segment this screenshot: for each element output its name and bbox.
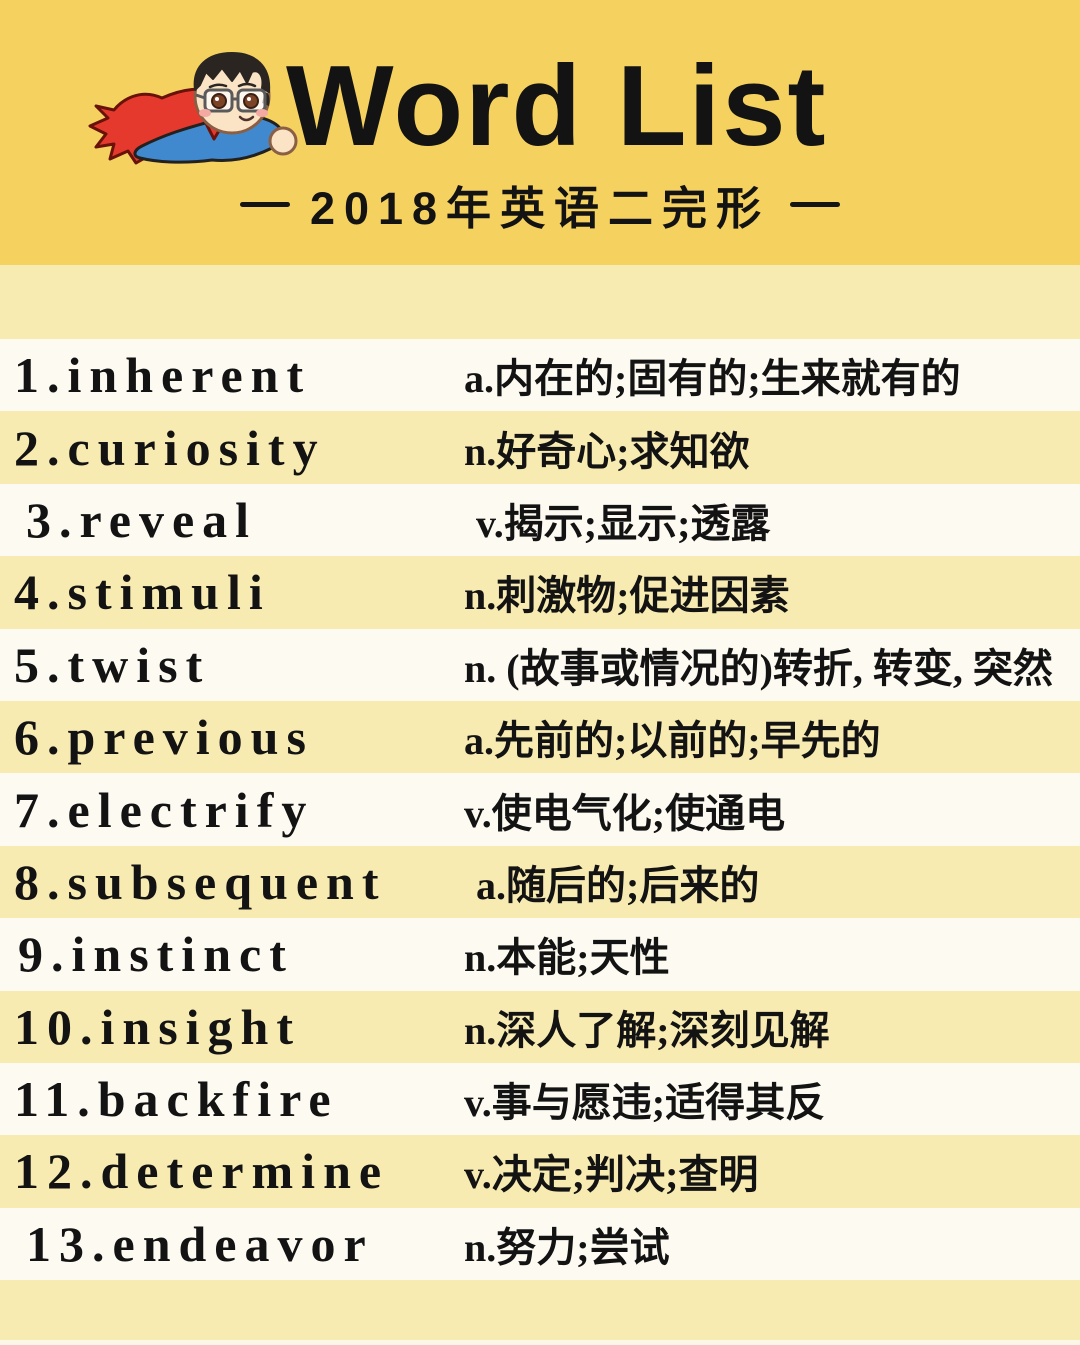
word-row: 6.previous a.先前的;以前的;早先的 [0,700,1080,774]
right-eye [243,93,259,109]
word-row: 2.curiosity n.好奇心;求知欲 [0,411,1080,484]
word-list: 1.inherent a.内在的;固有的;生来就有的 2.curiosity n… [0,339,1080,1281]
word-english: 2.curiosity [14,419,326,476]
right-eye-highlight [247,97,251,101]
subtitle-text: 2018年英语二完形 [309,182,771,234]
right-blush [256,109,268,117]
subtitle-dash-right [790,201,841,207]
word-english: 3.reveal [26,491,258,548]
word-definition: v.揭示;显示;透露 [476,500,771,546]
word-row: 3.reveal v.揭示;显示;透露 [0,483,1080,557]
word-english: 12.determine [14,1143,390,1200]
left-eye-highlight [215,97,219,101]
word-row: 7.electrify v.使电气化;使通电 [0,773,1080,846]
word-definition: n.努力;尝试 [464,1224,670,1270]
word-definition: n.刺激物;促进因素 [464,573,790,619]
word-english: 1.inherent [14,347,312,404]
word-row: 4.stimuli n.刺激物;促进因素 [0,556,1080,629]
word-definition: v.使电气化;使通电 [464,790,786,836]
word-english: 5.twist [14,636,211,693]
word-definition: a.内在的;固有的;生来就有的 [464,356,961,402]
word-definition: v.事与愿违;适得其反 [464,1080,826,1126]
fist-shape [268,126,298,156]
header: Word List 2018年英语二完形 [0,0,1080,265]
word-english: 6.previous [14,709,314,766]
subtitle-dash-left [239,201,290,207]
word-row: 10.insight n.深人了解;深刻见解 [0,990,1080,1063]
word-definition: n. (故事或情况的)转折, 转变, 突然 [464,645,1053,691]
word-definition: v.决定;判决;查明 [464,1152,759,1198]
smile-shape [238,115,255,122]
left-eye [211,93,227,109]
word-definition: a.随后的;后来的 [476,862,760,908]
word-english: 7.electrify [14,781,315,838]
spacer-band [0,265,1080,339]
word-row: 13.endeavor n.努力;尝试 [0,1207,1080,1281]
footer-strip [0,1340,1080,1345]
flying-superhero-teacher-icon [88,52,298,165]
left-blush [199,109,211,117]
word-definition: n.深人了解;深刻见解 [464,1007,830,1053]
word-english: 8.subsequent [14,853,387,910]
word-definition: n.好奇心;求知欲 [464,428,750,474]
word-english: 11.backfire [14,1071,339,1128]
word-row: 1.inherent a.内在的;固有的;生来就有的 [0,339,1080,412]
word-row: 8.subsequent a.随后的;后来的 [0,845,1080,919]
word-definition: n.本能;天性 [464,935,670,981]
hair-shape [193,52,271,93]
word-row: 12.determine v.决定;判决;查明 [0,1135,1080,1208]
footer-band [0,1280,1080,1345]
word-english: 4.stimuli [14,564,271,621]
eyebrows-shape [208,82,257,89]
word-english: 9.instinct [18,926,294,983]
glasses-bridge [195,93,238,101]
page-title: Word List [286,43,828,170]
word-row: 9.instinct n.本能;天性 [0,918,1080,991]
word-english: 10.insight [14,998,302,1055]
word-definition: a.先前的;以前的;早先的 [464,718,881,764]
subtitle: 2018年英语二完形 [0,176,1080,234]
word-english: 13.endeavor [26,1215,374,1272]
word-row: 5.twist n. (故事或情况的)转折, 转变, 突然 [0,628,1080,701]
word-row: 11.backfire v.事与愿违;适得其反 [0,1062,1080,1136]
